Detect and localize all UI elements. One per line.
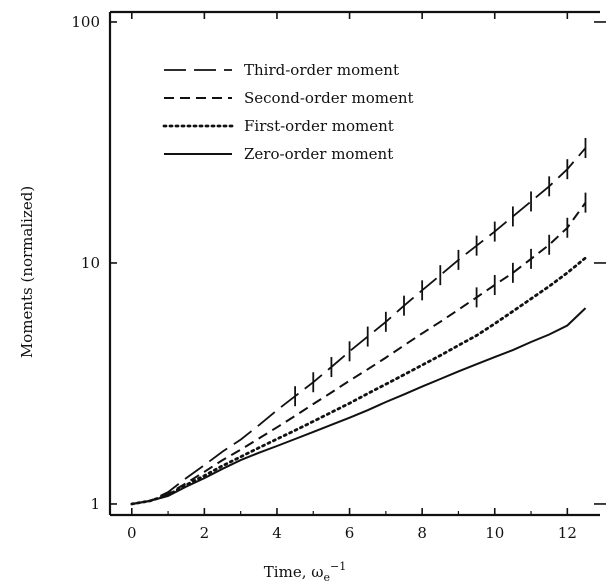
series-line-third-order-moment bbox=[131, 147, 587, 505]
series-line-zero-order-moment bbox=[131, 307, 587, 505]
legend-label: Zero-order moment bbox=[244, 145, 393, 163]
x-tick-label: 8 bbox=[417, 524, 427, 542]
x-tick-label: 4 bbox=[272, 524, 282, 542]
series-line-second-order-moment bbox=[131, 202, 587, 505]
y-tick-label: 10 bbox=[81, 254, 100, 272]
x-tick-label: 0 bbox=[127, 524, 137, 542]
x-axis-title: Time, ωe−1 bbox=[264, 560, 346, 584]
legend-label: Third-order moment bbox=[244, 61, 399, 79]
y-axis-title: Moments (normalized) bbox=[18, 186, 36, 358]
y-tick-label: 1 bbox=[90, 495, 100, 513]
series-lines bbox=[130, 137, 587, 506]
legend-label: Second-order moment bbox=[244, 89, 414, 107]
axes: 0 2 4 6 8 10 12 1 10 100 bbox=[71, 10, 606, 542]
x-tick-label: 2 bbox=[200, 524, 210, 542]
legend-label: First-order moment bbox=[244, 117, 394, 135]
series-line-first-order-moment bbox=[130, 256, 587, 506]
x-tick-label: 6 bbox=[345, 524, 355, 542]
legend: Third-order moment Second-order moment Fir… bbox=[162, 61, 414, 163]
y-tick-label: 100 bbox=[71, 13, 100, 31]
x-tick-label: 12 bbox=[558, 524, 577, 542]
x-tick-label: 10 bbox=[485, 524, 504, 542]
